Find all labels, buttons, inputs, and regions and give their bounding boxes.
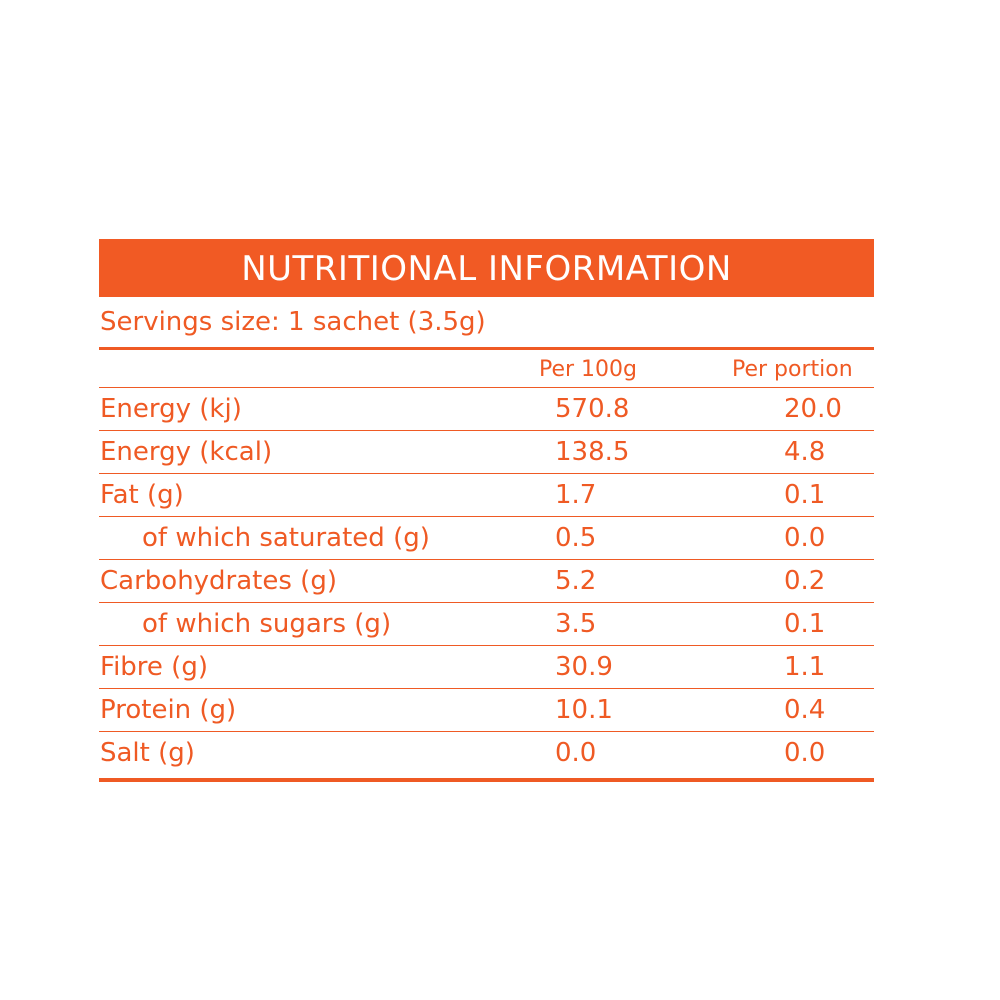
column-header-per-100g: Per 100g bbox=[539, 357, 638, 382]
table-row: Carbohydrates (g) 5.2 0.2 bbox=[99, 560, 874, 602]
table-row: Salt (g) 0.0 0.0 bbox=[99, 732, 874, 774]
column-header-row: Per 100g Per portion bbox=[99, 350, 874, 387]
divider bbox=[99, 602, 874, 603]
table-row: Fat (g) 1.7 0.1 bbox=[99, 474, 874, 516]
row-label: Energy (kj) bbox=[100, 394, 242, 424]
divider bbox=[99, 387, 874, 388]
table-row: of which sugars (g) 3.5 0.1 bbox=[99, 603, 874, 645]
row-per-100g: 10.1 bbox=[555, 695, 613, 725]
row-per-portion: 0.2 bbox=[784, 566, 826, 596]
divider bbox=[99, 731, 874, 732]
row-per-100g: 5.2 bbox=[555, 566, 597, 596]
row-label: Energy (kcal) bbox=[100, 437, 273, 467]
row-per-100g: 0.0 bbox=[555, 738, 597, 768]
row-per-portion: 20.0 bbox=[784, 394, 842, 424]
row-per-100g: 0.5 bbox=[555, 523, 597, 553]
divider bbox=[99, 688, 874, 689]
row-label: of which saturated (g) bbox=[142, 523, 430, 553]
table-row: Fibre (g) 30.9 1.1 bbox=[99, 646, 874, 688]
row-label: Fibre (g) bbox=[100, 652, 208, 682]
serving-size: Servings size: 1 sachet (3.5g) bbox=[100, 307, 486, 337]
column-header-per-portion: Per portion bbox=[732, 357, 853, 382]
row-per-100g: 138.5 bbox=[555, 437, 630, 467]
row-per-portion: 0.1 bbox=[784, 480, 826, 510]
divider bbox=[99, 430, 874, 431]
row-label: of which sugars (g) bbox=[142, 609, 392, 639]
row-label: Salt (g) bbox=[100, 738, 195, 768]
divider bbox=[99, 473, 874, 474]
table-row: Energy (kj) 570.8 20.0 bbox=[99, 388, 874, 430]
table-row: Energy (kcal) 138.5 4.8 bbox=[99, 431, 874, 473]
row-label: Fat (g) bbox=[100, 480, 184, 510]
divider-bottom bbox=[99, 778, 874, 782]
row-per-portion: 4.8 bbox=[784, 437, 826, 467]
table-row: of which saturated (g) 0.5 0.0 bbox=[99, 517, 874, 559]
row-per-portion: 0.0 bbox=[784, 523, 826, 553]
row-per-portion: 0.1 bbox=[784, 609, 826, 639]
row-per-100g: 1.7 bbox=[555, 480, 597, 510]
nutrition-panel: NUTRITIONAL INFORMATION Servings size: 1… bbox=[99, 239, 874, 782]
divider-top bbox=[99, 347, 874, 350]
row-per-portion: 1.1 bbox=[784, 652, 826, 682]
row-per-100g: 570.8 bbox=[555, 394, 630, 424]
divider bbox=[99, 516, 874, 517]
divider bbox=[99, 645, 874, 646]
table-row: Protein (g) 10.1 0.4 bbox=[99, 689, 874, 731]
row-label: Protein (g) bbox=[100, 695, 237, 725]
row-label: Carbohydrates (g) bbox=[100, 566, 337, 596]
row-per-100g: 30.9 bbox=[555, 652, 613, 682]
divider bbox=[99, 559, 874, 560]
row-per-portion: 0.4 bbox=[784, 695, 826, 725]
nutrition-title: NUTRITIONAL INFORMATION bbox=[99, 239, 874, 297]
row-per-100g: 3.5 bbox=[555, 609, 597, 639]
row-per-portion: 0.0 bbox=[784, 738, 826, 768]
